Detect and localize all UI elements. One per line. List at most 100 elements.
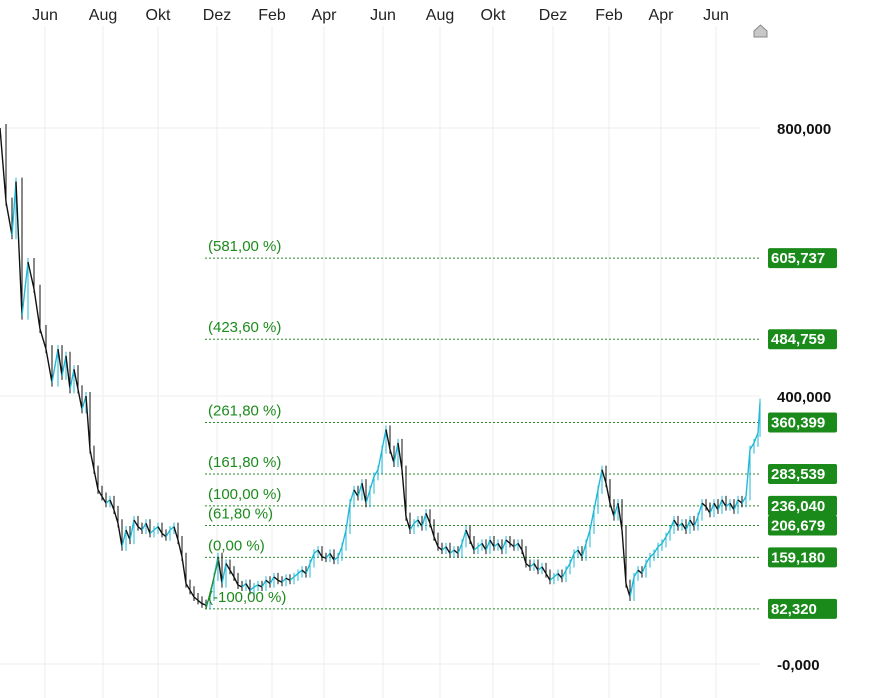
candle-body: [309, 553, 315, 564]
candle-body: [105, 499, 111, 504]
candle-body: [337, 546, 343, 558]
candle-body: [741, 496, 747, 504]
x-tick-label: Jun: [370, 7, 396, 24]
scroll-up-icon[interactable]: [753, 24, 768, 38]
candle-body: [593, 489, 599, 511]
candle-body: [661, 536, 667, 544]
x-tick-label: Dez: [539, 7, 567, 24]
candle-body: [125, 529, 131, 541]
candle-body: [573, 549, 579, 554]
candle-body: [697, 502, 703, 517]
candle-body: [173, 526, 179, 541]
x-tick-label: Aug: [89, 7, 117, 24]
candle-body: [657, 542, 663, 548]
candle-body: [57, 348, 63, 377]
candle-body: [653, 546, 659, 554]
grid-layer: [0, 26, 760, 698]
candle-body: [21, 261, 29, 316]
candle-body: [541, 566, 547, 574]
candle-body: [561, 569, 567, 579]
candle-body: [453, 549, 459, 554]
fib-level-label: (100,00 %): [208, 486, 281, 503]
fib-level-value: 484,759: [771, 331, 825, 348]
candle-body: [705, 506, 711, 514]
candle-body: [277, 579, 283, 583]
candle-body: [585, 529, 591, 544]
candle-body: [181, 556, 187, 584]
candle-body: [233, 576, 239, 586]
fibonacci-lines: [205, 257, 760, 610]
candle-body: [257, 584, 263, 588]
candle-body: [565, 563, 571, 571]
candle-body: [729, 502, 735, 511]
candle-body: [333, 556, 339, 561]
candle-body: [557, 573, 563, 579]
candle-body: [77, 389, 83, 410]
candle-body: [229, 569, 235, 578]
x-tick-label: Jun: [703, 7, 729, 24]
candle-body: [241, 583, 247, 588]
candle-body: [745, 449, 751, 497]
candle-body: [253, 584, 259, 588]
candle-body: [477, 542, 483, 548]
fib-level-label: (161,80 %): [208, 454, 281, 471]
candle-body: [321, 556, 327, 559]
candle-body: [461, 529, 467, 544]
candle-body: [365, 489, 371, 504]
candle-body: [81, 395, 87, 410]
candle-body: [613, 502, 619, 517]
candle-body: [73, 369, 79, 390]
candle-body: [325, 552, 331, 559]
candle-body: [137, 526, 143, 531]
candle-body: [133, 519, 139, 528]
fib-level-value: 159,180: [771, 549, 825, 566]
candle-body: [109, 499, 115, 511]
candle-body: [725, 502, 731, 508]
candle-body: [397, 442, 403, 470]
fib-level-badge: 159,180: [768, 547, 837, 568]
candle-body: [609, 502, 615, 517]
candle-body: [97, 489, 103, 497]
candle-body: [393, 442, 399, 464]
candle-body: [589, 509, 595, 531]
fib-level-value: 82,320: [771, 601, 817, 618]
candle-body: [497, 543, 503, 551]
candle-body: [5, 201, 13, 236]
candle-body: [685, 519, 691, 531]
candle-body: [221, 563, 227, 584]
candle-body: [597, 469, 603, 490]
candle-body: [621, 529, 627, 584]
y-tick-label: 800,000: [777, 121, 831, 138]
fib-level-value: 206,679: [771, 518, 825, 535]
candle-body: [505, 539, 511, 544]
candle-body: [629, 576, 635, 598]
candle-body: [27, 261, 35, 289]
candle-body: [425, 512, 431, 524]
fib-level-value: 605,737: [771, 250, 825, 267]
candle-body: [509, 542, 515, 548]
candle-body: [641, 563, 647, 574]
candle-body: [665, 529, 671, 538]
candle-body: [201, 603, 207, 606]
candle-body: [289, 576, 295, 581]
candle-body: [733, 499, 739, 511]
candle-body: [197, 599, 203, 605]
candle-body: [11, 181, 17, 236]
candle-body: [141, 522, 147, 531]
candle-body: [649, 552, 655, 558]
fib-level-badge: 236,040: [768, 495, 837, 516]
fib-level-label: (-100,00 %): [208, 589, 286, 606]
candle-body: [89, 449, 95, 470]
candle-body: [69, 369, 75, 390]
fib-level-badge: 484,759: [768, 329, 837, 350]
candle-body: [681, 522, 687, 531]
candle-body: [149, 529, 155, 534]
candle-body: [421, 513, 427, 527]
candle-body: [581, 543, 587, 558]
fib-anchor-line: [205, 557, 220, 609]
x-tick-label: Okt: [481, 7, 506, 24]
candle-body: [45, 348, 53, 383]
candle-body: [225, 563, 231, 571]
candle-body: [617, 503, 623, 531]
